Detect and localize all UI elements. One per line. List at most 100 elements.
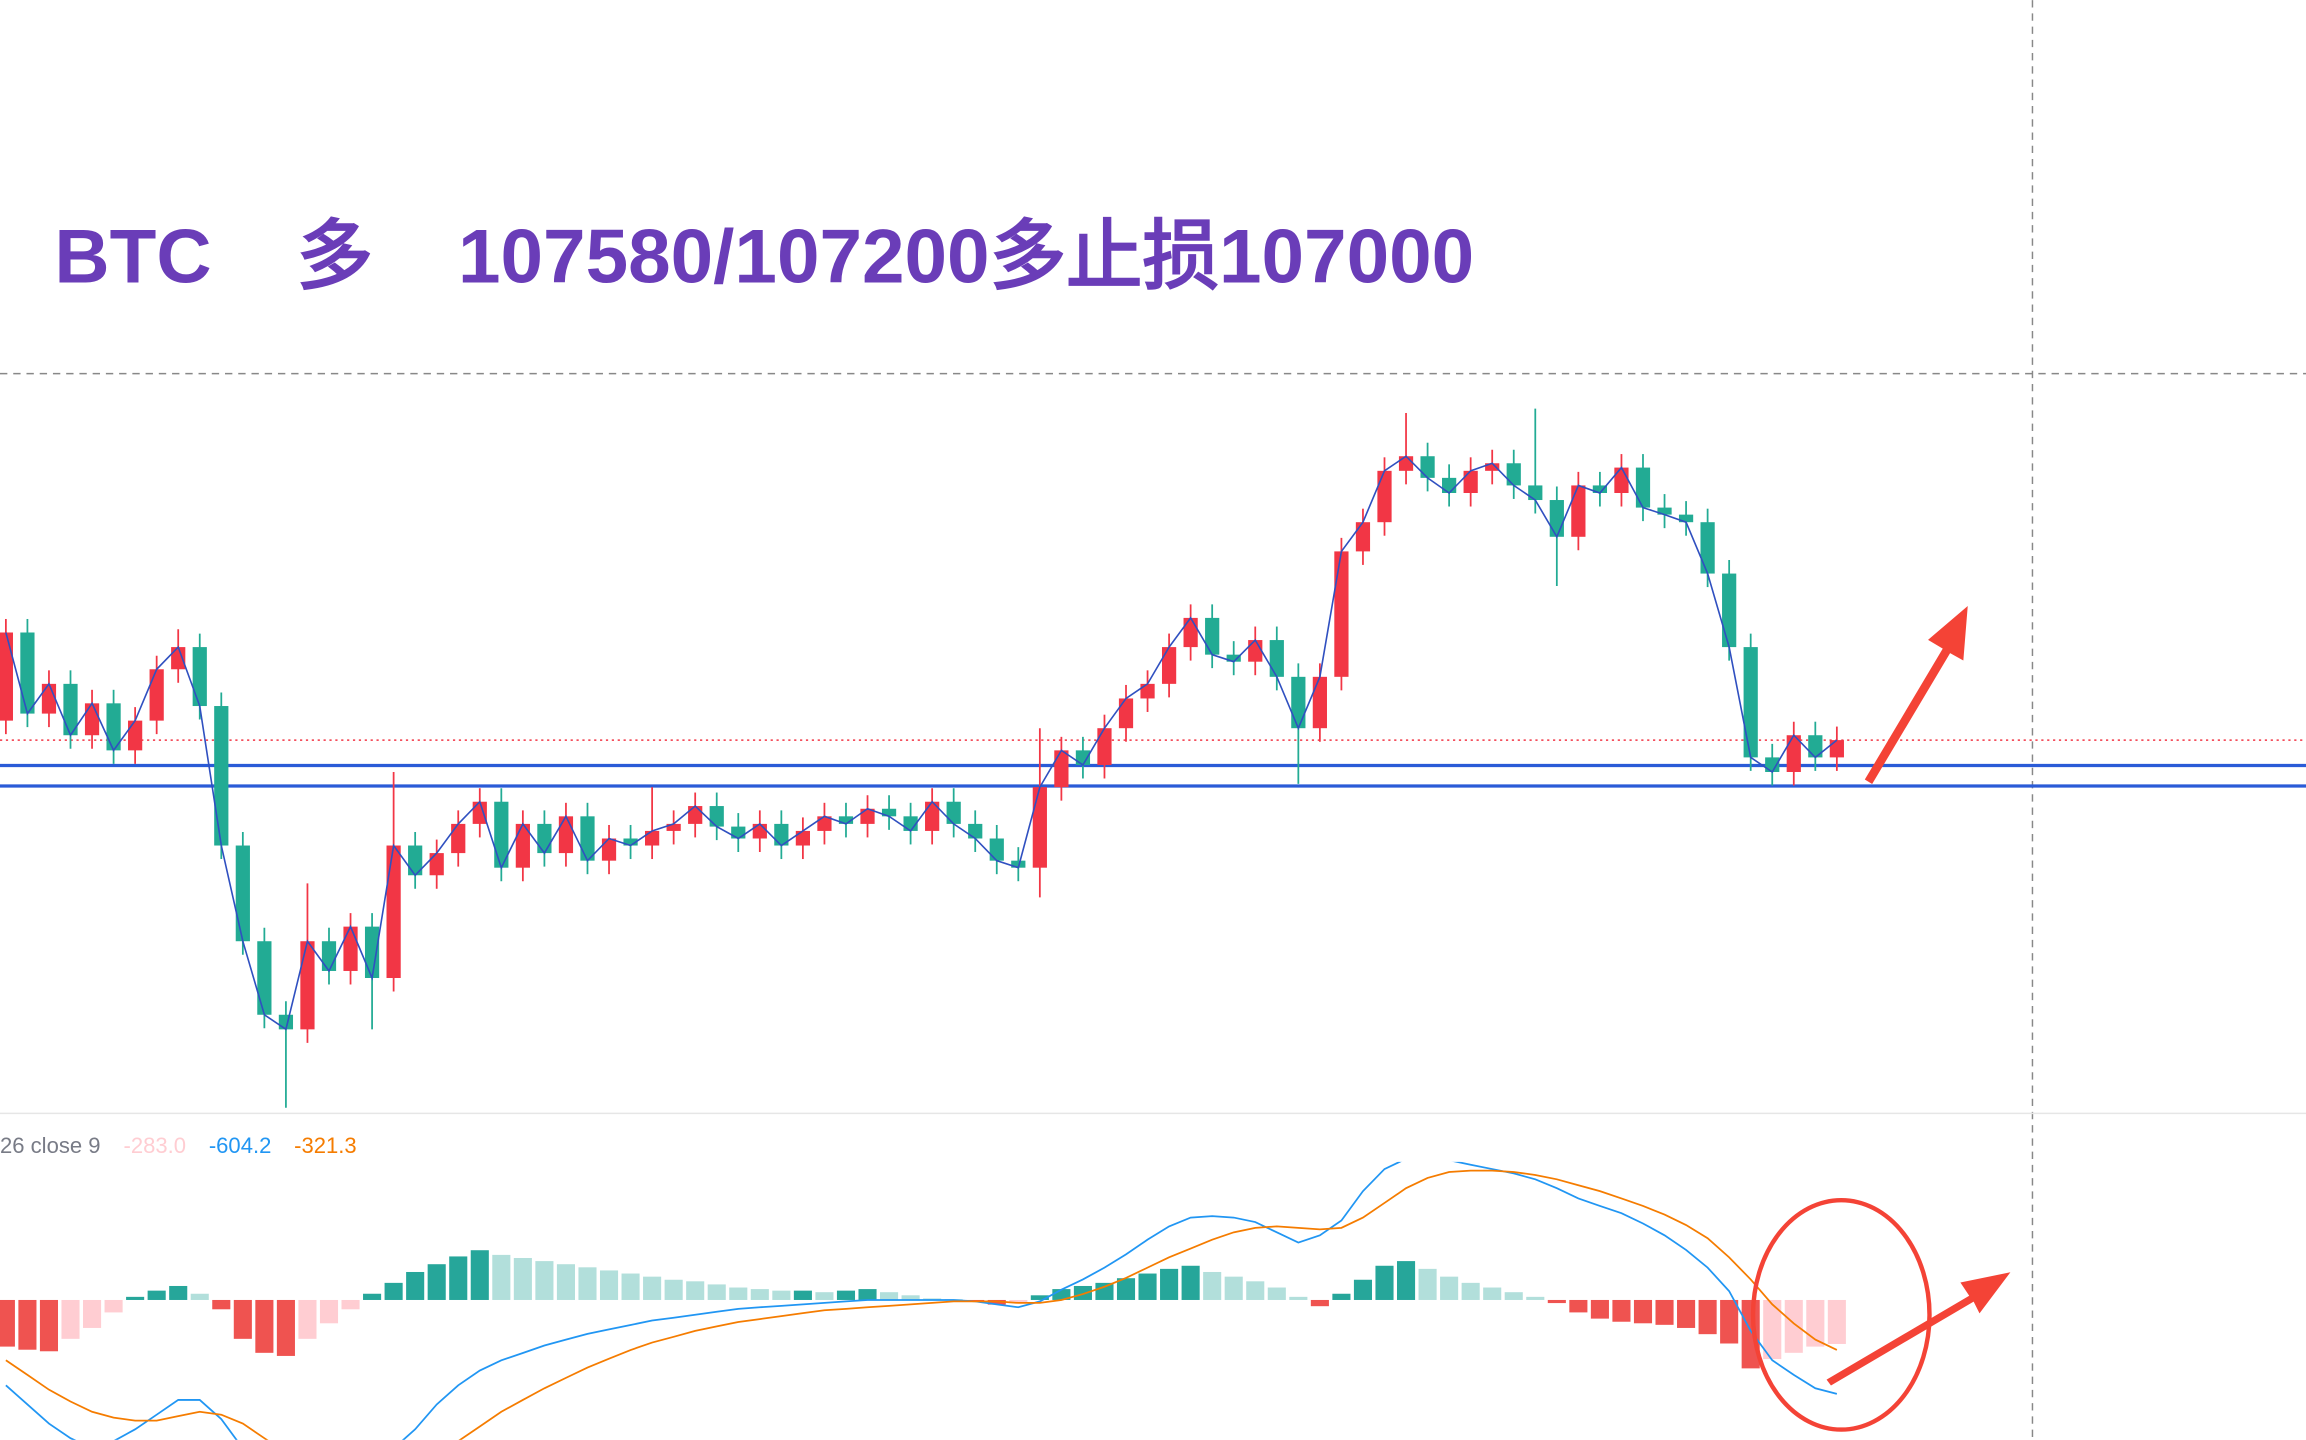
candle-body bbox=[1118, 698, 1134, 729]
histogram-bar bbox=[1353, 1279, 1373, 1300]
candle-body bbox=[1420, 456, 1435, 478]
histogram-bar bbox=[1203, 1271, 1222, 1300]
candle-body bbox=[408, 845, 423, 876]
candle-body bbox=[795, 830, 811, 846]
histogram-bar bbox=[1116, 1278, 1136, 1300]
chart-title: BTC 多 107580/107200多止损107000 bbox=[54, 214, 1474, 299]
candle-body bbox=[106, 703, 121, 751]
candle-body bbox=[1355, 522, 1371, 552]
candle-body bbox=[1140, 683, 1155, 699]
candle-body bbox=[1765, 757, 1780, 772]
candle-body bbox=[968, 823, 983, 839]
candle-body bbox=[1161, 647, 1177, 684]
candle-body bbox=[1743, 647, 1758, 758]
candle-body bbox=[645, 830, 660, 846]
candle-body bbox=[1808, 735, 1823, 758]
histogram-bar bbox=[1418, 1268, 1437, 1300]
histogram-bar bbox=[1569, 1299, 1588, 1313]
candle-body bbox=[1678, 514, 1694, 523]
candle-body bbox=[214, 706, 229, 846]
histogram-bar bbox=[664, 1279, 683, 1300]
histogram-bar bbox=[535, 1261, 554, 1300]
candle-body bbox=[688, 806, 703, 824]
histogram-bar bbox=[1784, 1299, 1803, 1353]
candle-body bbox=[343, 926, 358, 971]
histogram-bar bbox=[169, 1285, 188, 1300]
candle-body bbox=[192, 647, 207, 707]
candle-body bbox=[537, 823, 552, 854]
histogram-bar bbox=[556, 1264, 575, 1300]
candle-body bbox=[1722, 573, 1737, 648]
histogram-bar bbox=[836, 1290, 856, 1300]
histogram-bar bbox=[363, 1293, 382, 1300]
candle-body bbox=[1183, 617, 1198, 648]
candle-body bbox=[666, 823, 681, 831]
candle-body bbox=[235, 845, 250, 942]
candle-body bbox=[925, 801, 940, 831]
histogram-bar bbox=[901, 1295, 920, 1300]
macd-pane bbox=[0, 1161, 1846, 1440]
candle-body bbox=[257, 941, 272, 1015]
histogram-bar bbox=[276, 1299, 295, 1356]
candle-body bbox=[1269, 640, 1284, 677]
histogram-bar bbox=[621, 1273, 640, 1300]
histogram-bar bbox=[1590, 1299, 1609, 1319]
candle-body bbox=[623, 838, 638, 846]
histogram-bar bbox=[1526, 1296, 1545, 1300]
candle-body bbox=[881, 808, 897, 817]
candle-body bbox=[580, 816, 595, 861]
candle-body bbox=[321, 941, 337, 971]
histogram-bar bbox=[1741, 1299, 1760, 1369]
histogram-bar bbox=[341, 1299, 360, 1310]
histogram-bar bbox=[729, 1287, 748, 1300]
histogram-bar bbox=[1655, 1299, 1674, 1325]
histogram-bar bbox=[1698, 1299, 1717, 1335]
histogram-bar bbox=[1030, 1295, 1049, 1300]
histogram-bar bbox=[126, 1296, 145, 1300]
histogram-bar bbox=[1095, 1282, 1114, 1300]
histogram-bar bbox=[0, 1299, 15, 1347]
candle-body bbox=[946, 801, 961, 824]
histogram-bar bbox=[147, 1290, 166, 1300]
candle-body bbox=[41, 683, 57, 714]
histogram-bar bbox=[513, 1257, 532, 1300]
histogram-bar bbox=[599, 1270, 619, 1300]
histogram-bar bbox=[406, 1271, 425, 1300]
histogram-bar bbox=[298, 1299, 317, 1339]
candle-body bbox=[817, 816, 832, 831]
candle-body bbox=[1032, 787, 1047, 868]
histogram-bar bbox=[880, 1292, 899, 1300]
candle-body bbox=[1291, 676, 1306, 729]
histogram-bar bbox=[255, 1299, 274, 1353]
candle-body bbox=[752, 823, 767, 839]
macd-value: -604.2 bbox=[209, 1133, 272, 1158]
histogram-bar bbox=[750, 1289, 769, 1300]
histogram-bar bbox=[18, 1299, 37, 1350]
candle-body bbox=[1205, 617, 1220, 655]
candle-body bbox=[429, 853, 444, 876]
candle-body bbox=[63, 683, 78, 736]
macd-line bbox=[5, 1161, 1838, 1440]
histogram-bar bbox=[1633, 1299, 1653, 1324]
candle-body bbox=[838, 816, 854, 824]
histogram-bar bbox=[1160, 1268, 1179, 1300]
histogram-bar bbox=[61, 1299, 80, 1339]
candle-body bbox=[472, 801, 487, 824]
close-line bbox=[5, 455, 1838, 1031]
histogram-bar bbox=[1763, 1299, 1782, 1360]
histogram-bar bbox=[815, 1292, 834, 1300]
histogram-bar bbox=[1440, 1276, 1459, 1300]
candle-body bbox=[1829, 740, 1844, 758]
candle-body bbox=[731, 826, 746, 839]
candle-body bbox=[989, 838, 1004, 861]
candle-body bbox=[1657, 507, 1672, 515]
histogram-bar bbox=[987, 1299, 1006, 1305]
candle-body bbox=[1506, 463, 1521, 486]
histogram-bar bbox=[1332, 1293, 1351, 1300]
histogram-bar bbox=[427, 1264, 446, 1300]
histogram-bar bbox=[212, 1299, 231, 1310]
candle-body bbox=[1635, 467, 1651, 508]
histogram-bar bbox=[643, 1276, 662, 1300]
candle-body bbox=[278, 1014, 294, 1030]
histogram-bar bbox=[1612, 1299, 1631, 1322]
